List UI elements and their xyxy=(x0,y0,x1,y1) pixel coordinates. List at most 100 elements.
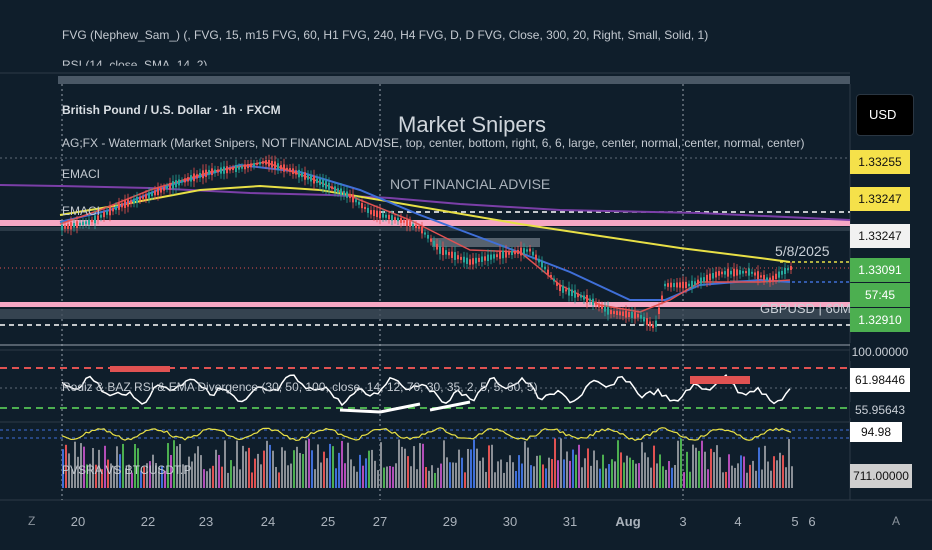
candle xyxy=(196,174,198,179)
volume-bar xyxy=(455,462,457,488)
candle xyxy=(220,167,222,174)
candle xyxy=(91,219,93,223)
volume-bar xyxy=(395,463,397,488)
volume-bar xyxy=(263,450,265,488)
candle xyxy=(247,164,249,169)
candle xyxy=(154,190,156,196)
volume-bar xyxy=(443,440,445,488)
candle xyxy=(493,254,495,259)
volume-bar xyxy=(599,468,601,488)
candle xyxy=(310,175,312,182)
pvsra-label[interactable]: PVSRA VS BTCUSDT.P xyxy=(62,463,192,477)
zoom-reset-button[interactable]: Z xyxy=(28,514,36,528)
candle xyxy=(694,281,696,285)
volume-bar xyxy=(692,444,694,488)
volume-bar xyxy=(572,449,574,488)
volume-bar xyxy=(239,469,241,488)
candle xyxy=(487,254,489,262)
fvg-indicator-label[interactable]: FVG (Nephew_Sam_) (, FVG, 15, m15 FVG, 6… xyxy=(62,28,709,42)
volume-bar xyxy=(155,463,157,488)
volume-bar xyxy=(275,466,277,488)
volume-bar xyxy=(224,440,226,488)
volume-bar xyxy=(116,446,118,488)
volume-bar xyxy=(728,454,730,488)
auto-scale-button[interactable]: A xyxy=(892,514,901,528)
candle xyxy=(235,165,237,173)
volume-bar xyxy=(329,443,331,488)
candle xyxy=(475,257,477,264)
currency-selector[interactable]: USD xyxy=(856,94,914,136)
volume-bar xyxy=(566,451,568,488)
volume-bar xyxy=(716,445,718,488)
volume-bar xyxy=(146,463,148,488)
volume-bar xyxy=(416,469,418,488)
candle xyxy=(307,174,309,180)
candle xyxy=(358,201,360,205)
volume-bar xyxy=(761,469,763,488)
candle xyxy=(565,289,567,292)
candle xyxy=(427,234,429,239)
volume-bar xyxy=(407,456,409,488)
volume-bar xyxy=(119,454,121,488)
candle xyxy=(268,160,270,167)
volume-bar xyxy=(251,472,253,488)
fvg-zone xyxy=(0,309,850,319)
time-label-3: 3 xyxy=(679,514,687,529)
candle xyxy=(622,311,624,316)
candle xyxy=(556,282,558,286)
price-tag-zone: 1.33247 xyxy=(850,224,910,248)
volume-bar xyxy=(230,460,232,488)
volume-bar xyxy=(65,444,67,488)
candle xyxy=(337,188,339,193)
volume-bar xyxy=(545,468,547,488)
candle xyxy=(742,270,744,274)
candle xyxy=(781,270,783,275)
volume-bar xyxy=(494,472,496,488)
candle xyxy=(748,268,750,276)
volume-bar xyxy=(68,453,70,488)
candle xyxy=(649,321,651,327)
volume-bar xyxy=(752,460,754,488)
rsi-indicator-label[interactable]: RSI (14, close, SMA, 14, 2) xyxy=(62,58,208,72)
volume-bar xyxy=(419,443,421,488)
candle xyxy=(451,251,453,258)
volume-bar xyxy=(620,452,622,488)
volume-bar xyxy=(377,470,379,488)
candle xyxy=(568,287,570,296)
volume-bar xyxy=(608,464,610,488)
volume-bar xyxy=(134,444,136,488)
rsi-divergence-label[interactable]: Rodiz & BAZ RSI & EMA Divergence (30, 50… xyxy=(62,380,538,394)
volume-bar xyxy=(734,467,736,488)
candle xyxy=(391,215,393,221)
candle xyxy=(478,257,480,262)
volume-bar xyxy=(95,464,97,488)
volume-bar xyxy=(272,450,274,488)
candle xyxy=(613,311,615,314)
volume-bar xyxy=(596,460,598,488)
candle xyxy=(511,250,513,256)
volume-bar xyxy=(284,450,286,488)
volume-bar xyxy=(437,467,439,488)
volume-bar xyxy=(71,469,73,488)
volume-bar xyxy=(701,440,703,488)
candle xyxy=(592,298,594,305)
candle xyxy=(97,215,99,221)
candle xyxy=(634,312,636,319)
volume-bar xyxy=(422,443,424,488)
watermark-indicator-label[interactable]: AG;FX - Watermark (Market Snipers, NOT F… xyxy=(62,136,805,150)
volume-bar xyxy=(710,448,712,488)
candle xyxy=(535,254,537,260)
volume-bar xyxy=(218,454,220,488)
time-label-23: 23 xyxy=(198,514,214,529)
candle xyxy=(577,293,579,298)
volume-bar xyxy=(614,461,616,488)
volume-bar xyxy=(227,472,229,488)
volume-bar xyxy=(617,440,619,488)
candle xyxy=(484,256,486,261)
volume-bar xyxy=(206,471,208,488)
volume-bar xyxy=(311,450,313,488)
candle xyxy=(400,217,402,223)
candle xyxy=(94,215,96,224)
volume-bar xyxy=(689,471,691,488)
